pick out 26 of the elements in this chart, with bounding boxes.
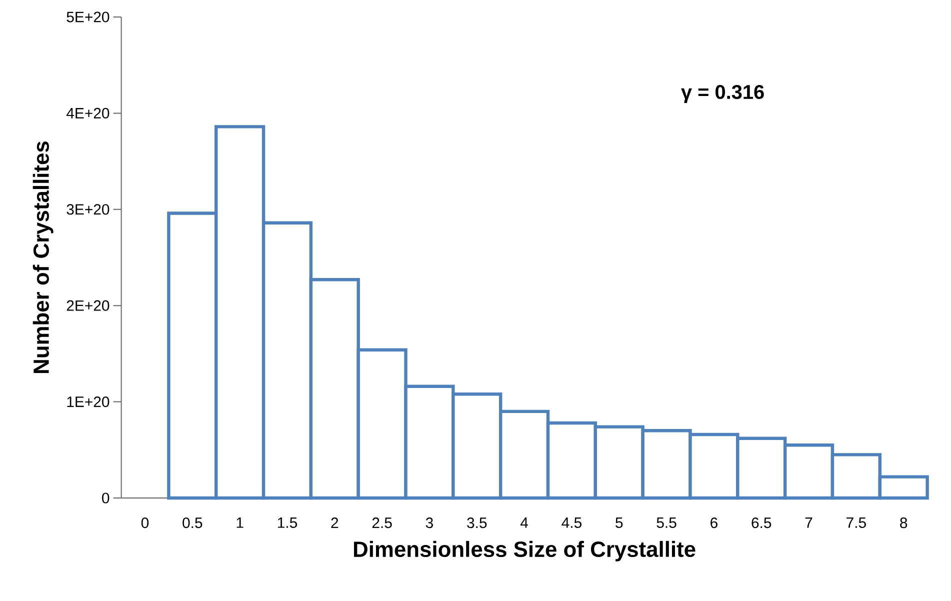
x-tick-label: 3.5 (467, 518, 487, 528)
x-tick-label: 2 (331, 518, 338, 528)
x-tick-label: 0 (141, 518, 149, 528)
x-axis-title: Dimensionless Size of Crystallite (354, 540, 696, 562)
x-tick-label: 5 (616, 518, 623, 528)
y-axis-title: Number of Crystallites (32, 141, 54, 373)
annotation: γ = 0.316 (681, 84, 764, 103)
x-tick-label: 6 (710, 518, 718, 528)
y-tick-label: 4E+20 (66, 108, 110, 118)
x-tick-label: 5.5 (656, 518, 676, 528)
x-tick-label: 7.5 (846, 518, 866, 528)
x-tick-label: 4 (520, 518, 528, 528)
y-tick-label: 5E+20 (66, 12, 110, 22)
x-tick-label: 0.5 (182, 518, 202, 528)
x-tick-label: 1 (236, 518, 244, 528)
x-tick-label: 6.5 (752, 518, 772, 528)
y-tick-label: 3E+20 (66, 204, 110, 215)
y-tick-label: 2E+20 (66, 300, 110, 311)
x-tick-label: 7 (805, 518, 812, 528)
x-tick-label: 3 (426, 518, 433, 528)
x-tick-label: 1.5 (278, 518, 297, 528)
x-tick-label: 2.5 (372, 518, 392, 528)
x-tick-label: 4.5 (562, 518, 582, 528)
y-tick-label: 1E+20 (67, 396, 110, 408)
y-tick-label: 0 (102, 492, 110, 504)
x-tick-label: 8 (900, 518, 908, 528)
